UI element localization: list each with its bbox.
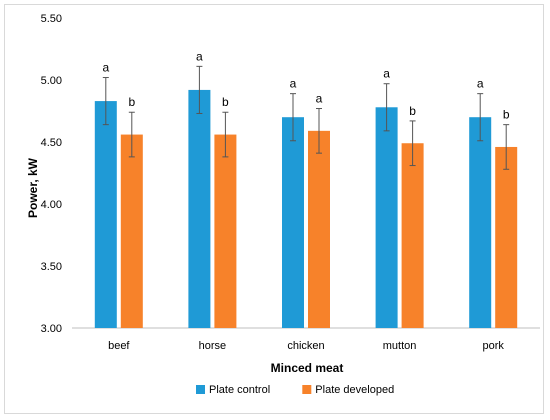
significance-label: a — [477, 77, 484, 91]
bar-plate-developed-beef — [120, 134, 143, 328]
bar-plate-developed-mutton — [401, 143, 424, 328]
y-tick-label: 4.50 — [41, 137, 62, 149]
bar-plate-developed-chicken — [308, 130, 330, 328]
y-axis-ticks: 3.00 3.50 4.00 4.50 5.00 5.50 — [41, 13, 62, 335]
bar-plate-control-chicken — [282, 117, 304, 328]
x-axis-categories: beef horse chicken mutton pork — [108, 340, 504, 352]
significance-label: a — [383, 67, 390, 81]
bar-plate-control-mutton — [375, 107, 398, 328]
significance-label: a — [102, 61, 109, 75]
significance-label: a — [316, 92, 323, 106]
bar-plate-control-beef — [94, 101, 117, 328]
y-tick-label: 5.00 — [41, 75, 62, 87]
significance-label: b — [222, 95, 229, 109]
y-axis-title: Power, kW — [26, 157, 40, 218]
x-tick-label: mutton — [383, 340, 417, 352]
x-tick-label: pork — [482, 340, 504, 352]
x-tick-label: horse — [199, 340, 227, 352]
y-tick-label: 5.50 — [41, 13, 62, 25]
significance-label: b — [503, 108, 510, 122]
legend-label: Plate control — [209, 384, 270, 396]
legend-label: Plate developed — [315, 384, 394, 396]
legend-swatch — [302, 385, 312, 394]
bar-plate-developed-pork — [495, 146, 518, 328]
legend: Plate control Plate developed — [196, 384, 394, 396]
legend-swatch — [196, 385, 205, 394]
x-tick-label: beef — [108, 340, 130, 352]
x-tick-label: chicken — [287, 340, 324, 352]
significance-label: b — [409, 104, 416, 118]
chart-frame — [4, 4, 544, 414]
significance-label: b — [128, 95, 135, 109]
bar-plate-developed-horse — [214, 134, 237, 328]
bar-plate-control-pork — [469, 117, 492, 328]
significance-label: a — [290, 77, 297, 91]
y-tick-label: 3.00 — [41, 323, 62, 335]
bars-group: a b a b a a a b a b — [94, 49, 518, 328]
significance-label: a — [196, 49, 203, 63]
y-tick-label: 4.00 — [41, 199, 62, 211]
y-tick-label: 3.50 — [41, 261, 62, 273]
x-axis-title: Minced meat — [271, 361, 344, 375]
bar-plate-control-horse — [188, 89, 211, 328]
